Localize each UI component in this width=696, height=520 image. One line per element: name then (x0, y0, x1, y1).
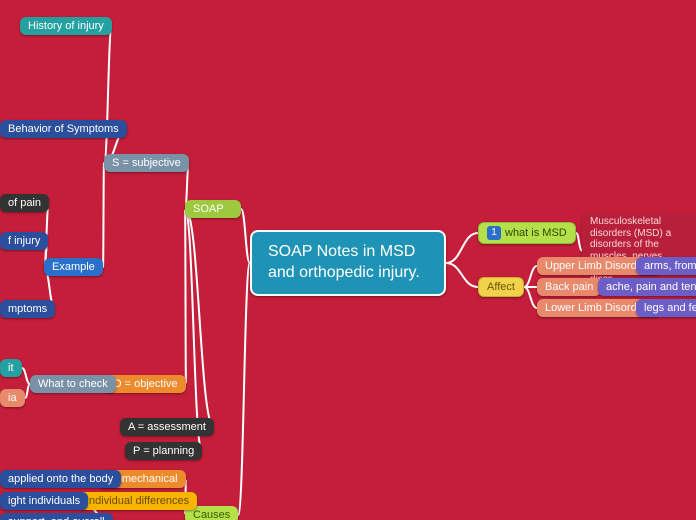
connector (241, 209, 250, 263)
node-ache[interactable]: ache, pain and tension (598, 278, 696, 296)
node-label: f injury (8, 235, 40, 247)
node-label: of pain (8, 197, 41, 209)
node-label: SOAP (193, 203, 224, 215)
node-whatcheck[interactable]: What to check (30, 375, 116, 393)
node-applied[interactable]: applied onto the body (0, 470, 121, 488)
number-icon: 1 (487, 226, 501, 240)
node-label: Individual differences (86, 495, 189, 507)
node-label: mptoms (8, 303, 47, 315)
node-planning[interactable]: P = planning (125, 442, 202, 460)
node-arms[interactable]: arms, from finge (636, 257, 696, 275)
node-example[interactable]: Example (44, 258, 103, 276)
node-label: ache, pain and tension (606, 281, 696, 293)
node-affect[interactable]: Affect (478, 277, 524, 297)
node-legs[interactable]: legs and feets, fr (636, 299, 696, 317)
node-support[interactable]: support, and overall (0, 513, 113, 520)
node-label: ight individuals (8, 495, 80, 507)
node-it[interactable]: it (0, 359, 22, 377)
node-label: Example (52, 261, 95, 273)
node-label: What to check (38, 378, 108, 390)
connector (524, 287, 537, 308)
node-label: Behavior of Symptoms (8, 123, 119, 135)
connector (103, 163, 104, 267)
connector (185, 209, 186, 384)
node-msddesc[interactable]: Musculoskeletal disorders (MSD) a disord… (582, 213, 696, 288)
central-node[interactable]: SOAP Notes in MSD and orthopedic injury. (250, 230, 446, 296)
connector (238, 263, 250, 515)
node-label: S = subjective (112, 157, 181, 169)
node-label: Back pain (545, 281, 593, 293)
connector (185, 209, 202, 451)
connector (524, 266, 537, 287)
node-label: what is MSD (505, 227, 567, 239)
node-label: Affect (487, 281, 515, 293)
connector (22, 368, 30, 384)
node-objective[interactable]: O = objective (105, 375, 186, 393)
node-label: applied onto the body (8, 473, 113, 485)
node-mptoms[interactable]: mptoms (0, 300, 55, 318)
node-label: A = assessment (128, 421, 206, 433)
node-soap[interactable]: SOAP (185, 200, 241, 218)
node-assessment[interactable]: A = assessment (120, 418, 214, 436)
node-label: History of injury (28, 20, 104, 32)
node-pain[interactable]: of pain (0, 194, 49, 212)
node-injury2[interactable]: f injury (0, 232, 48, 250)
node-back[interactable]: Back pain (537, 278, 601, 296)
node-behavior[interactable]: Behavior of Symptoms (0, 120, 127, 138)
node-label: arms, from finge (644, 260, 696, 272)
node-indiv[interactable]: Individual differences (78, 492, 197, 510)
node-label: P = planning (133, 445, 194, 457)
connector (104, 26, 112, 163)
node-ight[interactable]: ight individuals (0, 492, 88, 510)
connector (446, 263, 478, 287)
connector (446, 233, 478, 263)
connector (185, 209, 214, 427)
node-whatmsd[interactable]: 1 what is MSD (478, 222, 576, 244)
node-history[interactable]: History of injury (20, 17, 112, 35)
node-label: Causes (193, 509, 230, 520)
node-label: support, and overall (8, 516, 105, 520)
node-label: it (8, 362, 14, 374)
node-label: ia (8, 392, 17, 404)
node-subjective[interactable]: S = subjective (104, 154, 189, 172)
node-ia[interactable]: ia (0, 389, 25, 407)
node-label: O = objective (113, 378, 178, 390)
node-label: legs and feets, fr (644, 302, 696, 314)
